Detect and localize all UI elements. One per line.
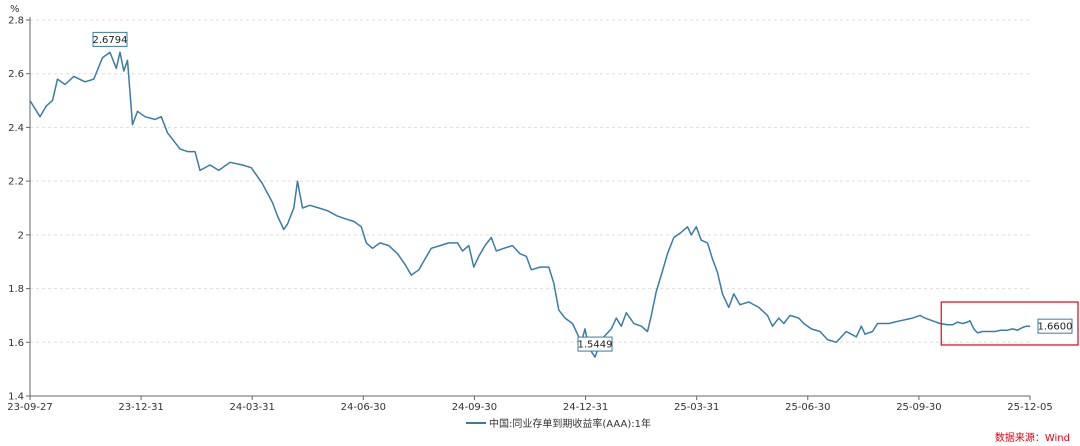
x-tick-label: 25-12-05: [1007, 402, 1052, 413]
y-tick-label: 2.4: [8, 123, 24, 134]
y-tick-label: 1.4: [8, 392, 24, 403]
callout-label: 2.6794: [93, 35, 128, 46]
x-tick-label: 24-03-31: [230, 402, 275, 413]
annotations: 2.6794 1.5449 1.6600: [92, 31, 1079, 352]
series-group: [29, 51, 1030, 358]
x-tick-label: 24-09-30: [452, 402, 497, 413]
x-tick-label: 25-09-30: [896, 402, 941, 413]
callout-box: [92, 31, 128, 47]
y-unit-label: %: [10, 4, 20, 15]
legend-label: 中国:同业存单到期收益率(AAA):1年: [489, 417, 651, 430]
y-tick-label: 2.8: [8, 16, 24, 27]
callout-box: [1037, 318, 1073, 334]
y-tick-label: 1.8: [8, 284, 24, 295]
callout-label: 1.6600: [1038, 322, 1073, 333]
x-tick-label: 25-06-30: [785, 402, 830, 413]
x-tick-label: 24-12-31: [563, 402, 608, 413]
highlight-box: [940, 301, 1079, 346]
y-tick-label: 2.6: [8, 69, 24, 80]
x-tick-label: 23-09-27: [7, 402, 52, 413]
callout-label: 1.5449: [578, 340, 613, 351]
x-tick-label: 24-06-30: [341, 402, 386, 413]
callout-box: [577, 336, 613, 352]
gridlines: [30, 19, 1030, 343]
source-note: 数据来源：Wind: [995, 431, 1070, 444]
x-tick-label: 25-03-31: [674, 402, 719, 413]
y-tick-label: 2.2: [8, 177, 24, 188]
legend: 中国:同业存单到期收益率(AAA):1年: [466, 417, 651, 430]
x-tick-label: 23-12-31: [118, 402, 163, 413]
y-tick-label: 2: [18, 230, 24, 241]
axes: %: [10, 4, 1030, 397]
y-tick-labels: 1.4 1.6 1.8 2 2.2 2.4 2.6 2.8: [8, 16, 30, 403]
series-line: [29, 51, 1030, 358]
y-tick-label: 1.6: [8, 338, 24, 349]
x-tick-labels: 23-09-27 23-12-31 24-03-31 24-06-30 24-09-30…: [7, 396, 1053, 413]
